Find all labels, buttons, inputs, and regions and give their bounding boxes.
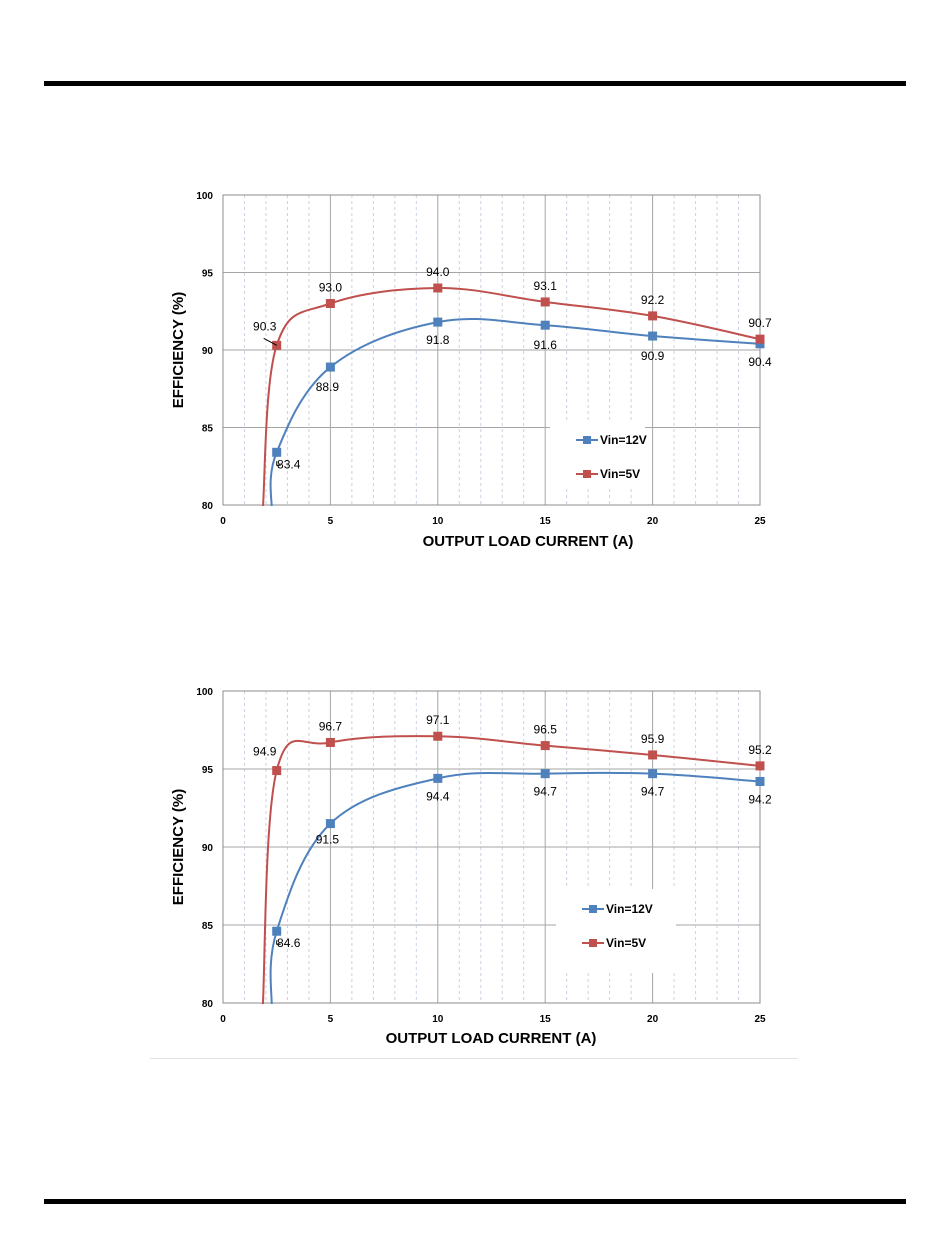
y-tick-label: 95	[202, 765, 214, 776]
data-point	[272, 766, 282, 776]
data-point	[325, 299, 335, 308]
data-label: 91.8	[426, 333, 450, 347]
data-label: 91.6	[534, 338, 558, 352]
data-label: 90.4	[748, 355, 772, 369]
data-point	[648, 769, 658, 779]
data-point	[755, 761, 765, 771]
y-tick-label: 100	[196, 191, 213, 202]
data-point	[325, 362, 335, 372]
data-label: 92.2	[641, 293, 665, 307]
legend-marker	[589, 905, 597, 913]
legend-marker	[583, 436, 591, 444]
data-label: 95.2	[748, 743, 772, 757]
data-point	[648, 750, 658, 760]
series-line	[269, 317, 760, 506]
y-tick-label: 100	[196, 687, 213, 698]
series-line	[269, 771, 760, 1004]
data-point	[540, 741, 550, 751]
x-axis-title: OUTPUT LOAD CURRENT (A)	[386, 1030, 597, 1047]
data-point	[433, 283, 443, 293]
data-point	[272, 447, 282, 457]
legend: Vin=12V Vin=5V	[550, 420, 647, 486]
data-point	[540, 320, 550, 330]
data-label: 93.1	[534, 279, 558, 293]
data-label: 90.9	[641, 349, 665, 363]
legend-label: Vin=12V	[606, 902, 653, 916]
data-label: 90.3	[253, 319, 277, 333]
data-label: 95.9	[641, 732, 665, 746]
legend-label: Vin=12V	[600, 433, 647, 447]
x-axis-title: OUTPUT LOAD CURRENT (A)	[423, 533, 634, 550]
x-tick-label: 5	[328, 516, 334, 527]
y-tick-label: 90	[202, 843, 214, 854]
data-label: 94.7	[534, 785, 558, 799]
separator-line	[150, 1058, 798, 1059]
legend-box	[556, 889, 676, 973]
data-label: 88.9	[316, 380, 340, 394]
leader-line	[276, 461, 281, 466]
plot-area	[222, 194, 761, 506]
legend-label: Vin=5V	[606, 936, 646, 950]
y-axis-title: EFFICIENCY (%)	[170, 789, 187, 905]
data-point	[755, 334, 765, 344]
data-point	[540, 297, 550, 307]
data-point	[325, 737, 335, 747]
y-tick-label: 90	[202, 346, 214, 357]
data-point	[648, 311, 658, 321]
legend-label: Vin=5V	[600, 467, 640, 481]
data-label: 94.7	[641, 785, 665, 799]
plot-area	[222, 690, 761, 1004]
y-tick-label: 95	[202, 269, 214, 280]
data-point	[648, 331, 658, 341]
x-tick-label: 5	[328, 1014, 334, 1025]
data-label: 94.9	[253, 745, 277, 759]
data-point	[755, 776, 765, 786]
x-tick-label: 10	[432, 1014, 444, 1025]
y-tick-label: 80	[202, 501, 214, 512]
data-label: 84.6	[277, 936, 301, 950]
data-point	[433, 773, 443, 783]
data-label: 90.7	[748, 316, 772, 330]
data-label: 83.4	[277, 457, 301, 471]
data-label: 93.0	[319, 281, 343, 295]
leader-line	[263, 337, 277, 346]
top-rule	[44, 81, 906, 86]
x-tick-label: 0	[220, 1014, 226, 1025]
leader-line	[276, 940, 281, 945]
legend-marker	[589, 939, 597, 947]
x-tick-label: 20	[647, 1014, 659, 1025]
data-label: 94.0	[426, 265, 450, 279]
series-line	[261, 735, 760, 1004]
grid-lines	[223, 691, 760, 1003]
y-tick-label: 80	[202, 999, 214, 1010]
data-point	[540, 769, 550, 779]
x-tick-label: 25	[754, 1014, 766, 1025]
x-tick-label: 25	[754, 516, 766, 527]
data-point	[325, 819, 335, 829]
y-tick-label: 85	[202, 921, 214, 932]
data-point	[433, 317, 443, 327]
data-label: 94.4	[426, 789, 450, 803]
data-point	[433, 731, 443, 741]
x-tick-label: 15	[540, 516, 552, 527]
data-label: 96.5	[534, 723, 558, 737]
data-label: 91.5	[316, 833, 340, 847]
data-point	[272, 926, 282, 936]
x-tick-label: 15	[540, 1014, 552, 1025]
y-axis-title: EFFICIENCY (%)	[170, 292, 187, 408]
legend-marker	[583, 470, 591, 478]
data-label: 97.1	[426, 713, 450, 727]
bottom-rule	[44, 1199, 906, 1204]
legend: Vin=12V Vin=5V	[556, 889, 676, 973]
efficiency-chart-2: 80 85 90 95 100 0 5 10 15 20 25 OUTPUT LOAD CURRENT…	[170, 687, 772, 1047]
grid-lines	[223, 195, 760, 505]
efficiency-chart-1: 80 85 90 95 100 0 5 10 15 20 25 OUTPUT LOAD CURRENT…	[170, 191, 772, 550]
x-tick-label: 10	[432, 516, 444, 527]
data-label: 96.7	[319, 719, 343, 733]
x-tick-label: 0	[220, 516, 226, 527]
y-tick-label: 85	[202, 424, 214, 435]
x-tick-label: 20	[647, 516, 659, 527]
data-label: 94.2	[748, 792, 772, 806]
